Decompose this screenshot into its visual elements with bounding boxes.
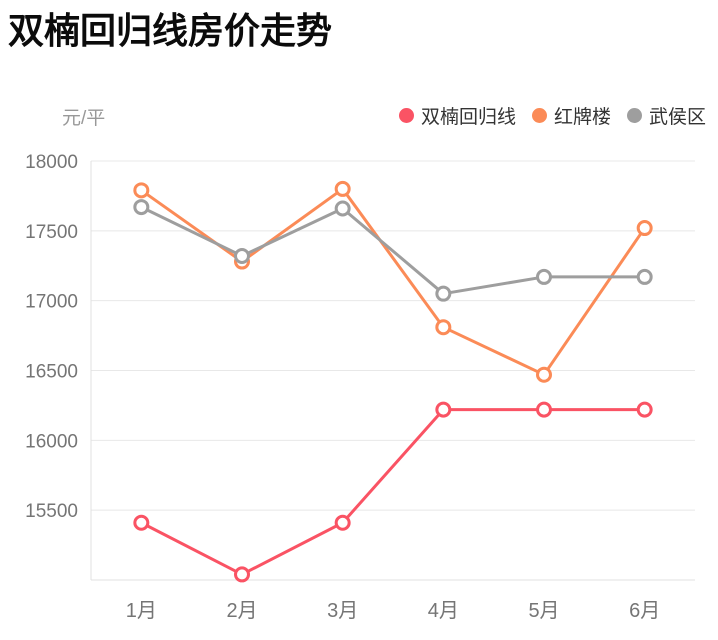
data-point-marker[interactable] <box>536 366 552 383</box>
y-tick-label: 15500 <box>25 501 78 522</box>
y-tick-label: 18000 <box>25 152 78 173</box>
data-point-marker[interactable] <box>536 268 552 285</box>
data-point-marker[interactable] <box>435 401 452 418</box>
legend-dot-icon <box>626 108 642 123</box>
data-point-marker[interactable] <box>636 401 653 418</box>
data-point-marker[interactable] <box>133 199 150 216</box>
series-line-1 <box>139 408 647 576</box>
legend-item-1[interactable]: 双楠回归线 <box>398 102 516 129</box>
data-point-marker[interactable] <box>636 268 653 285</box>
y-tick-label: 16500 <box>25 362 78 383</box>
y-tick-label: 17000 <box>25 292 78 313</box>
legend-label: 红牌楼 <box>553 107 611 128</box>
data-point-marker[interactable] <box>133 182 150 199</box>
x-tick-label: 6月 <box>629 600 660 622</box>
x-tick-label: 4月 <box>428 600 459 622</box>
chart-title: 双楠回归线房价走势 <box>8 10 333 51</box>
data-point-marker[interactable] <box>435 319 452 336</box>
series-line-2 <box>139 187 647 377</box>
data-point-marker[interactable] <box>234 566 250 583</box>
x-tick-label: 3月 <box>327 600 358 622</box>
data-point-marker[interactable] <box>334 200 351 217</box>
data-point-marker[interactable] <box>334 514 351 531</box>
y-tick-label: 17500 <box>25 222 78 243</box>
x-tick-label: 5月 <box>528 600 559 622</box>
data-point-marker[interactable] <box>334 180 351 197</box>
legend-item-2[interactable]: 红牌楼 <box>531 102 611 129</box>
x-tick-label: 1月 <box>126 600 157 622</box>
data-point-marker[interactable] <box>435 285 452 302</box>
x-tick-label: 2月 <box>226 600 257 622</box>
legend-label: 双楠回归线 <box>420 107 516 128</box>
series-line-3 <box>139 205 647 296</box>
data-point-marker[interactable] <box>133 514 150 531</box>
legend-label: 武侯区 <box>648 107 706 128</box>
y-tick-label: 16000 <box>25 431 78 452</box>
data-point-marker[interactable] <box>536 401 552 418</box>
legend: 双楠回归线 红牌楼 武侯区 <box>398 102 706 129</box>
legend-dot-icon <box>531 108 547 123</box>
data-point-marker[interactable] <box>636 220 653 237</box>
data-point-marker[interactable] <box>234 247 250 264</box>
legend-item-3[interactable]: 武侯区 <box>626 102 706 129</box>
legend-dot-icon <box>398 108 414 123</box>
y-axis-unit-label: 元/平 <box>62 108 106 129</box>
